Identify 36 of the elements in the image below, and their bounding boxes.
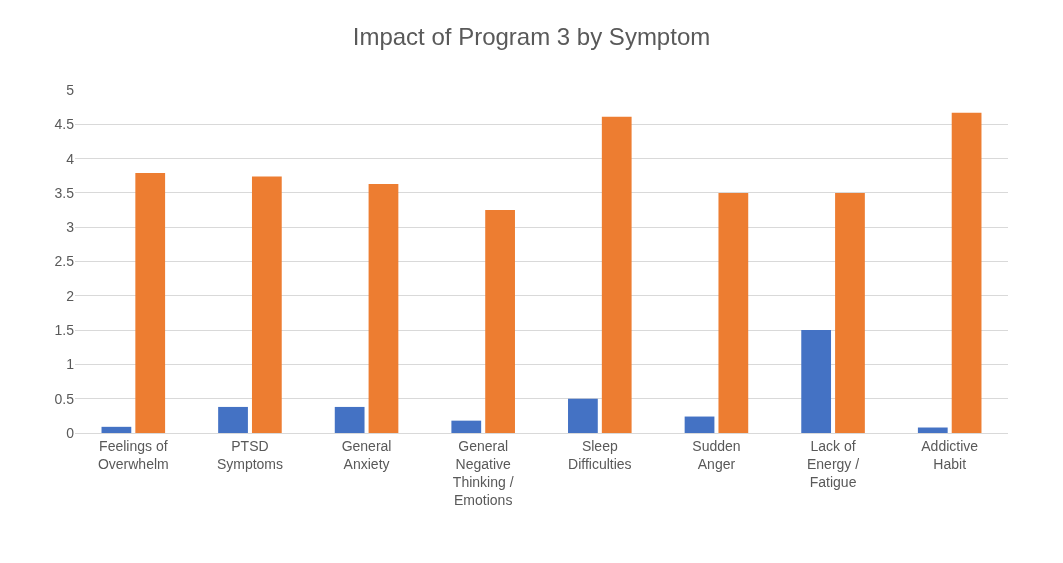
bar bbox=[101, 426, 132, 433]
y-tick-label: 3.5 bbox=[54, 184, 75, 201]
bar bbox=[368, 183, 399, 433]
y-tick-label: 5 bbox=[66, 81, 75, 98]
y-tick-label: 0.5 bbox=[54, 390, 75, 407]
y-tick-label: 3 bbox=[66, 219, 75, 236]
y-tick-label: 2.5 bbox=[54, 253, 75, 270]
bar bbox=[251, 176, 282, 433]
y-tick-label: 4 bbox=[66, 150, 75, 167]
bar bbox=[835, 192, 865, 433]
bar bbox=[334, 406, 365, 433]
y-tick-label: 1.5 bbox=[54, 322, 75, 338]
bar bbox=[801, 330, 832, 433]
bar bbox=[601, 116, 632, 433]
x-tick-label: Sudden Anger bbox=[692, 437, 741, 472]
bar bbox=[218, 406, 248, 433]
y-tick-label: 4.5 bbox=[54, 116, 75, 133]
y-tick-label: 0 bbox=[66, 424, 75, 441]
bar bbox=[485, 210, 515, 433]
bar bbox=[917, 427, 948, 433]
bar bbox=[684, 416, 715, 433]
x-tick-label: Lack of Energy / Fatigue bbox=[806, 437, 860, 491]
x-tick-label: Addictive Habit bbox=[921, 437, 979, 472]
bar bbox=[951, 112, 982, 433]
x-tick-label: General Anxiety bbox=[341, 437, 392, 472]
x-tick-label: Feelings of Overwhelm bbox=[97, 437, 169, 472]
chart-title: Impact of Program 3 by Symptom bbox=[352, 22, 711, 50]
y-tick-label: 2 bbox=[66, 287, 75, 304]
bar bbox=[135, 173, 166, 433]
bar bbox=[451, 420, 482, 433]
bar bbox=[718, 192, 749, 433]
x-tick-label: Sleep Difficulties bbox=[568, 437, 632, 472]
x-tick-label: PTSD Symptoms bbox=[216, 437, 283, 472]
y-tick-label: 1 bbox=[66, 356, 75, 373]
bar bbox=[568, 398, 598, 433]
x-tick-label: General Negative Thinking / Emotions bbox=[452, 437, 514, 509]
